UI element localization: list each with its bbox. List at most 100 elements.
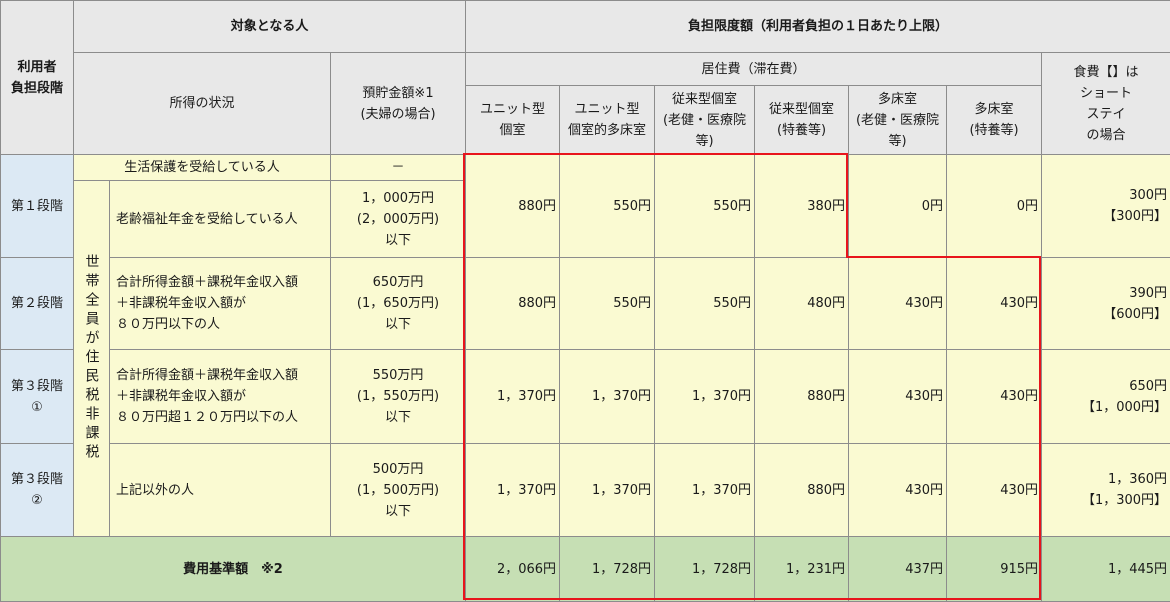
- stage-2-cost-cell: 430円: [946, 257, 1043, 350]
- standard-cost-cell: 1，728円: [654, 536, 756, 602]
- cell-text: 合計所得金額＋課税年金収入額 ＋非課税年金収入額が ８０万円超１２０万円以下の人: [116, 368, 299, 425]
- cost-value: 880円: [807, 482, 846, 498]
- residence-cost-header: 居住費（滞在費）: [465, 52, 1043, 86]
- stage-3-1-cost-cell: 430円: [848, 349, 948, 444]
- cost-value: 430円: [1000, 389, 1039, 404]
- cell-text: 第３段階 ②: [10, 472, 63, 508]
- stage-3-1-label: 第３段階 ①: [0, 349, 74, 444]
- standard-cost-cell: 1，231円: [754, 536, 850, 602]
- cost-value: 430円: [905, 389, 944, 404]
- cost-value: 1，370円: [691, 389, 752, 404]
- stage-2-income-cell: 合計所得金額＋課税年金収入額 ＋非課税年金収入額が ８０万円以下の人: [109, 257, 331, 350]
- cost-value: 1，370円: [691, 482, 752, 498]
- stage-2-cost-cell: 480円: [754, 257, 850, 350]
- stage-1-cost-cell: 880円: [465, 154, 561, 258]
- stage-2-label: 第２段階: [0, 257, 74, 350]
- cost-value: 430円: [905, 482, 944, 498]
- standard-cost-cell: 1，728円: [559, 536, 656, 602]
- income-status-header: 所得の状況: [73, 52, 331, 155]
- stage-3-1-cost-cell: 1，370円: [559, 349, 656, 444]
- room-header-unit-private: ユニット型 個室: [465, 85, 561, 155]
- cost-value: 1，231円: [785, 561, 846, 577]
- cell-text: 合計所得金額＋課税年金収入額 ＋非課税年金収入額が ８０万円以下の人: [116, 275, 299, 332]
- cost-value: 550円: [613, 296, 652, 311]
- stage-2-food-cell: 390円 【600円】: [1041, 257, 1170, 350]
- stage-3-2-label: 第３段階 ②: [0, 443, 74, 537]
- cost-value: 550円: [713, 198, 752, 214]
- stage-3-2-income-cell: 上記以外の人: [109, 443, 331, 537]
- household-nontaxable-label: 世帯全員が住民税非課税: [73, 180, 110, 537]
- stage-1-income-cell: 老齢福祉年金を受給している人: [109, 180, 331, 258]
- stage-3-2-cost-cell: 1，370円: [465, 443, 561, 537]
- cell-text: 1，360円 【1，300円】: [1081, 472, 1168, 508]
- stage-3-2-cost-cell: 880円: [754, 443, 850, 537]
- cost-value: 1，370円: [496, 482, 557, 498]
- cost-value: 880円: [807, 389, 846, 404]
- cost-value: 380円: [807, 198, 846, 214]
- stage-1-cost-cell: 0円: [946, 154, 1043, 258]
- cost-value: 430円: [905, 296, 944, 311]
- cell-text: 1，000万円 (2，000万円) 以下: [356, 190, 440, 248]
- cost-value: 437円: [905, 561, 944, 577]
- room-header-conventional-private-roken: 従来型個室 (老健・医療院 等): [654, 85, 756, 155]
- cost-value: 1，370円: [591, 389, 652, 404]
- stage-1-cost-cell: 550円: [559, 154, 656, 258]
- room-header-unit-semi-private: ユニット型 個室的多床室: [559, 85, 656, 155]
- cell-text: ユニット型 個室: [480, 102, 546, 138]
- room-header-multi-bed-roken: 多床室 (老健・医療院 等): [848, 85, 948, 155]
- stage-2-cost-cell: 550円: [559, 257, 656, 350]
- stage-3-2-food-cell: 1，360円 【1，300円】: [1041, 443, 1170, 537]
- cell-text: 利用者 負担段階: [10, 59, 63, 96]
- cost-value: 0円: [1016, 198, 1039, 214]
- cell-text: 第３段階 ①: [10, 378, 63, 415]
- cost-value: 915円: [1000, 561, 1039, 577]
- stage-3-1-food-cell: 650円 【1，000円】: [1041, 349, 1170, 444]
- welfare-income-cell: 生活保護を受給している人: [73, 154, 331, 181]
- cost-value: 1，728円: [591, 561, 652, 577]
- stage-1-food-cell: 300円 【300円】: [1041, 154, 1170, 258]
- cost-value: 430円: [1000, 296, 1039, 311]
- cell-text: 650万円 (1，650万円) 以下: [356, 275, 440, 332]
- cost-value: 1，370円: [591, 482, 652, 498]
- cost-value: 1，728円: [691, 561, 752, 577]
- food-cost-header: 食費【】は ショート ステイ の場合: [1041, 52, 1170, 155]
- standard-cost-cell: 2，066円: [465, 536, 561, 602]
- standard-cost-label: 費用基準額 ※2: [0, 536, 467, 602]
- cell-text: 650円 【1，000円】: [1081, 378, 1168, 415]
- cell-text: 従来型個室 (特養等): [769, 102, 835, 138]
- standard-food-cell: 1，445円: [1041, 536, 1170, 602]
- cost-value: 480円: [807, 296, 846, 311]
- cell-text: 預貯金額※1 (夫婦の場合): [360, 85, 436, 122]
- cell-text: 300円 【300円】: [1103, 188, 1168, 224]
- cell-text: ユニット型 個室的多床室: [568, 102, 647, 138]
- cell-text: 多床室 (特養等): [969, 102, 1019, 138]
- standard-cost-cell: 437円: [848, 536, 948, 602]
- stage-1-cost-cell: 550円: [654, 154, 756, 258]
- stage-2-cost-cell: 430円: [848, 257, 948, 350]
- stage-2-cost-cell: 880円: [465, 257, 561, 350]
- savings-header: 預貯金額※1 (夫婦の場合): [329, 52, 467, 155]
- stage-3-2-cost-cell: 430円: [848, 443, 948, 537]
- welfare-savings-cell: －: [329, 154, 467, 181]
- stage-2-cost-cell: 550円: [654, 257, 756, 350]
- stage-1-cost-cell: 0円: [848, 154, 948, 258]
- stage-1-cost-cell: 380円: [754, 154, 850, 258]
- stage-3-2-cost-cell: 1，370円: [559, 443, 656, 537]
- cell-text: 500万円 (1，500万円) 以下: [356, 461, 440, 519]
- stage-3-1-cost-cell: 1，370円: [465, 349, 561, 444]
- stage-3-2-savings-cell: 500万円 (1，500万円) 以下: [329, 443, 467, 537]
- stage-3-1-cost-cell: 430円: [946, 349, 1043, 444]
- cost-value: 550円: [613, 198, 652, 214]
- cost-value: 430円: [1000, 482, 1039, 498]
- stage-3-2-cost-cell: 1，370円: [654, 443, 756, 537]
- cost-value: 2，066円: [496, 561, 557, 577]
- stage-1-label: 第１段階: [0, 154, 74, 258]
- stage-column-header: 利用者 負担段階: [0, 0, 74, 155]
- cost-value: 880円: [518, 198, 557, 214]
- cost-value: 1，370円: [496, 389, 557, 404]
- cell-text: 食費【】は ショート ステイ の場合: [1073, 64, 1139, 143]
- room-header-conventional-private-tokuyo: 従来型個室 (特養等): [754, 85, 850, 155]
- cell-text: 550万円 (1，550万円) 以下: [356, 368, 440, 425]
- cell-text: 390円 【600円】: [1103, 285, 1168, 322]
- standard-cost-cell: 915円: [946, 536, 1043, 602]
